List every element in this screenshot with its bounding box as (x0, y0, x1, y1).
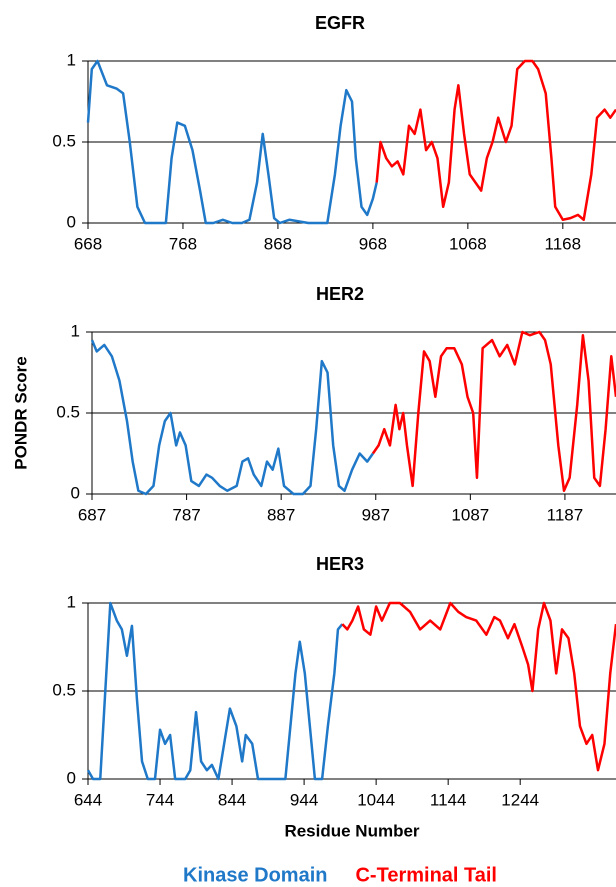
x-tick-label: 644 (74, 790, 102, 809)
x-tick-label: 1244 (501, 790, 539, 809)
legend-label: Kinase Domain (183, 864, 327, 886)
y-tick-label: 1 (71, 321, 80, 340)
y-tick-label: 0.5 (52, 680, 76, 699)
x-tick-label: 787 (172, 505, 200, 524)
y-tick-label: 0 (67, 212, 76, 231)
x-tick-label: 744 (146, 790, 174, 809)
y-tick-label: 0.5 (52, 131, 76, 150)
y-tick-label: 0 (71, 483, 80, 502)
y-tick-label: 0.5 (56, 402, 80, 421)
y-tick-label: 1 (67, 592, 76, 611)
series-line (371, 330, 616, 493)
y-tick-label: 1 (67, 50, 76, 69)
y-tick-label: 0 (67, 768, 76, 787)
series-line (86, 59, 378, 225)
x-tick-label: 844 (218, 790, 246, 809)
x-tick-label: 968 (359, 234, 387, 253)
y-axis-label: PONDR Score (11, 356, 30, 469)
chart-title: HER2 (316, 284, 364, 304)
x-tick-label: 1087 (451, 505, 489, 524)
series-line (375, 59, 616, 222)
x-axis-label: Residue Number (284, 821, 419, 840)
x-tick-label: 1187 (547, 505, 584, 524)
series-line (86, 601, 344, 781)
x-tick-label: 1168 (545, 234, 582, 253)
chart-title: EGFR (315, 13, 365, 33)
x-tick-label: 944 (290, 790, 318, 809)
series-line (341, 601, 616, 772)
x-tick-label: 987 (362, 505, 390, 524)
x-tick-label: 887 (267, 505, 295, 524)
x-tick-label: 1044 (357, 790, 395, 809)
x-tick-label: 668 (74, 234, 102, 253)
x-tick-label: 1068 (449, 234, 487, 253)
series-line (90, 339, 374, 496)
x-tick-label: 868 (264, 234, 292, 253)
legend-label: C-Terminal Tail (355, 864, 497, 886)
x-tick-label: 687 (78, 505, 106, 524)
x-tick-label: 1144 (430, 790, 467, 809)
x-tick-label: 768 (169, 234, 197, 253)
chart-title: HER3 (316, 554, 364, 574)
